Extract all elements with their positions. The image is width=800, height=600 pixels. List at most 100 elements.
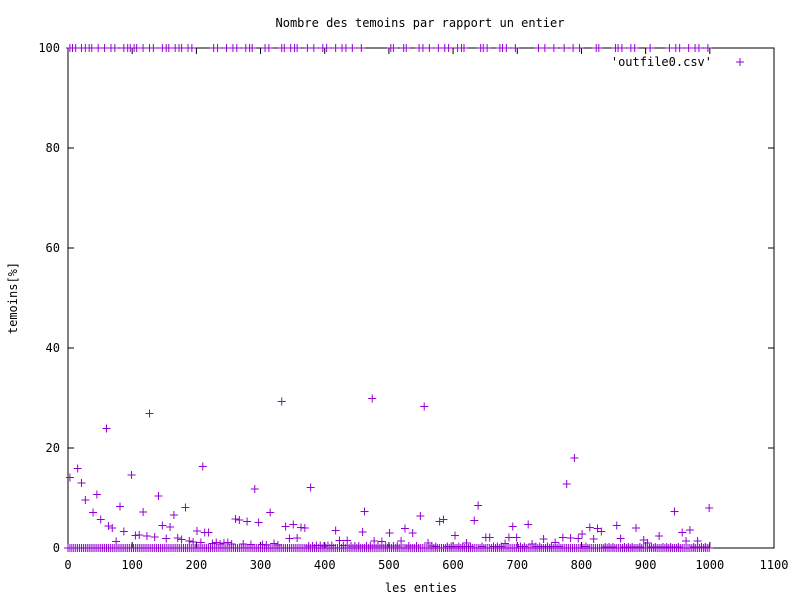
data-point [110,44,119,52]
data-point [597,527,606,536]
data-point [250,485,259,493]
data-point [451,531,460,540]
data-point [483,44,492,52]
data-point [575,44,584,52]
data-point [360,507,369,516]
data-points [64,44,714,552]
data-point [150,533,159,541]
data-point [289,520,298,529]
data-point [578,530,587,538]
data-point [444,44,453,52]
data-point [675,44,684,52]
data-point [135,531,144,539]
data-point [248,44,257,52]
x-tick-label: 1000 [695,558,724,572]
data-point [145,409,154,418]
data-point [185,537,194,545]
data-point [678,528,687,537]
x-tick-label: 600 [442,558,464,572]
data-point [703,44,712,52]
x-tick-label: 1100 [760,558,789,572]
legend-marker [736,58,744,66]
data-point [281,522,290,531]
data-point [166,523,175,531]
data-point [232,44,241,52]
y-tick-label: 20 [46,441,60,455]
data-point [470,516,479,525]
y-tick-label: 0 [53,541,60,555]
data-point [632,524,641,532]
data-point [655,532,664,540]
data-point [77,479,86,487]
data-point [254,518,263,527]
data-point [646,44,655,52]
data-point [92,490,101,499]
data-point [439,515,448,524]
data-point [594,44,603,52]
legend-label: 'outfile0.csv' [611,55,712,69]
data-point [127,471,136,479]
data-point [343,536,352,545]
data-point [400,524,409,533]
legend: 'outfile0.csv' [611,55,744,69]
data-point [420,402,429,411]
data-point [115,502,124,511]
data-point [397,537,406,545]
y-tick-label: 60 [46,241,60,255]
data-point [322,44,331,52]
data-point [370,537,379,545]
data-point [96,515,105,524]
data-point [504,533,513,542]
data-point [187,44,196,52]
data-point [693,537,702,545]
data-point [181,503,190,512]
x-tick-label: 0 [64,558,71,572]
data-point [102,424,111,433]
data-point [682,537,691,545]
data-point [589,535,598,543]
data-point [474,501,483,510]
data-point [616,534,625,543]
data-point [158,521,167,530]
data-point [306,483,315,492]
data-point [198,462,207,471]
data-point [416,512,425,520]
data-point [524,520,533,529]
data-point [402,44,411,52]
data-point [389,44,398,52]
data-point [285,534,294,543]
data-point [385,529,394,537]
data-point [562,480,571,488]
data-point [357,44,366,52]
data-point [539,535,548,543]
x-tick-label: 100 [121,558,143,572]
data-point [368,394,377,403]
data-point [508,522,517,531]
y-tick-label: 40 [46,341,60,355]
data-point [566,534,575,542]
data-point [435,517,444,526]
data-point [235,516,244,524]
data-point [705,544,714,552]
data-point [425,44,434,52]
chart-title: Nombre des temoins par rapport un entier [276,16,565,30]
y-tick-label: 80 [46,141,60,155]
data-point [630,44,639,52]
data-point [348,44,357,52]
data-point [149,44,158,52]
data-point [549,44,558,52]
data-point [193,527,202,535]
data-point [173,534,182,542]
data-point [408,529,417,537]
x-axis-label: les enties [385,581,457,595]
data-point [277,397,286,406]
data-point [540,44,549,52]
data-point [502,44,511,52]
y-axis-label: temoins[%] [6,262,20,334]
data-point [335,536,344,545]
data-point [694,44,703,52]
data-point [142,532,151,540]
data-point [154,492,163,500]
data-point [511,44,520,52]
x-tick-label: 900 [635,558,657,572]
